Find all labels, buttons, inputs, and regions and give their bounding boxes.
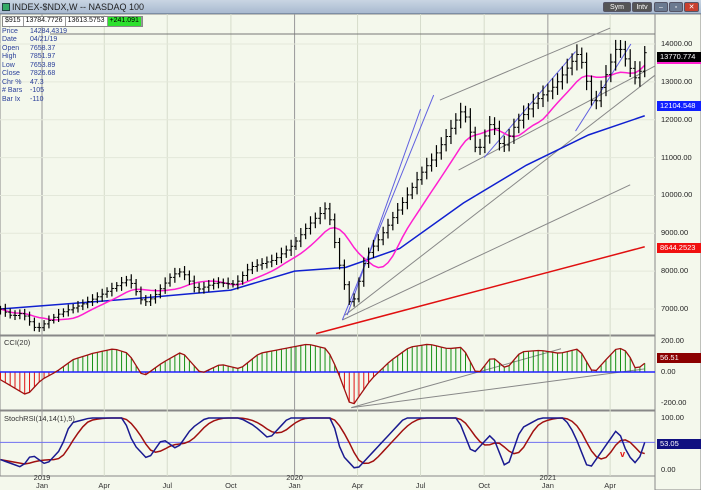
data-window-line: Open 7658.37	[2, 44, 56, 52]
stochrsi-title: StochRSI(14,14(1),5)	[4, 414, 75, 423]
x-tick-label: Jul	[162, 481, 173, 490]
price-tick-label: 8000.00	[661, 266, 689, 276]
x-tick-label: Oct	[225, 481, 237, 490]
price-tick-label: 9000.00	[661, 228, 689, 238]
cci-value-tag: 56.51	[657, 353, 701, 363]
data-window-line: Close 7826.68	[2, 70, 56, 77]
data-window-line: # Bars -105	[2, 87, 45, 94]
app-icon	[2, 3, 10, 11]
x-tick-label: 2021 Jan	[539, 473, 557, 490]
price-tick-label: 11000.00	[661, 152, 692, 162]
panel-0	[0, 14, 656, 336]
price-tick-label: 13000.00	[661, 76, 693, 86]
trendline	[341, 94, 435, 321]
ma-long-tag: 8644.2523	[657, 243, 701, 253]
data-window: $915 13784.7726 13613.5753 +241.091 Pric…	[2, 16, 143, 104]
cci-trendline	[351, 348, 562, 409]
x-tick-label: Apr	[98, 481, 111, 490]
stochrsi-tick-label: 100.00	[661, 413, 684, 422]
minimize-button[interactable]: –	[654, 2, 668, 12]
panel-2	[0, 410, 656, 477]
trendline	[344, 74, 656, 316]
cci-tick-label: -200.00	[661, 398, 687, 407]
interval-button[interactable]: Intv	[632, 2, 652, 12]
data-window-line: High 7851.97	[2, 53, 56, 60]
quote-row: $915 13784.7726 13613.5753 +241.091	[2, 16, 143, 27]
quote-change: +241.091	[107, 17, 142, 26]
data-window-line: Bar Ix -110	[2, 95, 44, 103]
cci-tick-label: 0.00	[661, 367, 676, 376]
quote-low: 13613.5753	[66, 17, 108, 26]
quote-symbol: $915	[3, 17, 24, 26]
ma-long-line	[315, 246, 645, 335]
cci-tick-label: 200.00	[661, 336, 684, 345]
stochrsi-k-line	[0, 417, 646, 469]
data-window-line: Price 14284.4319	[2, 27, 67, 35]
data-window-line: Date 04/21/19	[2, 36, 58, 43]
data-window-line: Low 7653.89	[2, 61, 56, 69]
trendline	[575, 43, 632, 132]
stochrsi-annotation: v	[620, 449, 626, 459]
price-tick-label: 7000.00	[661, 304, 689, 314]
last-price-tag: 13770.774	[657, 52, 701, 64]
cci-title: CCI(20)	[4, 338, 31, 347]
symbol-button[interactable]: Sym	[603, 2, 631, 12]
trendline	[458, 65, 656, 171]
x-tick-label: Apr	[351, 481, 364, 490]
price-tick-label: 12000.00	[661, 114, 693, 124]
title-bar: INDEX-$NDX,W -- NASDAQ 100 Sym Intv – ▫ …	[0, 0, 701, 14]
stochrsi-tick-label: 0.00	[661, 465, 676, 474]
trendline	[342, 184, 631, 321]
quote-high: 13784.7726	[24, 17, 66, 26]
x-tick-label: Oct	[478, 481, 491, 490]
price-tick-label: 14000.00	[661, 39, 693, 48]
x-tick-label: Apr	[604, 481, 616, 490]
restore-button[interactable]: ▫	[669, 2, 683, 12]
data-window-line: Chr % 47.3	[2, 78, 44, 86]
x-tick-label: 2019 Jan	[33, 473, 51, 490]
trendline	[439, 27, 611, 101]
ma-short-line	[0, 64, 646, 321]
stochrsi-value-tag: 53.05	[657, 439, 701, 449]
close-button[interactable]: ✕	[684, 2, 699, 12]
cci-line	[0, 343, 646, 405]
cci-trendline	[351, 368, 645, 409]
panel-1	[0, 335, 656, 411]
chart-canvas[interactable]	[0, 14, 701, 490]
window-title: INDEX-$NDX,W -- NASDAQ 100	[12, 2, 145, 12]
x-tick-label: Jul	[415, 481, 426, 490]
price-tick-label: 10000.00	[661, 190, 693, 200]
x-tick-label: 2020 Jan	[286, 473, 303, 490]
ma-mid-tag: 12104.548	[657, 101, 701, 111]
ma-mid-line	[0, 115, 645, 310]
